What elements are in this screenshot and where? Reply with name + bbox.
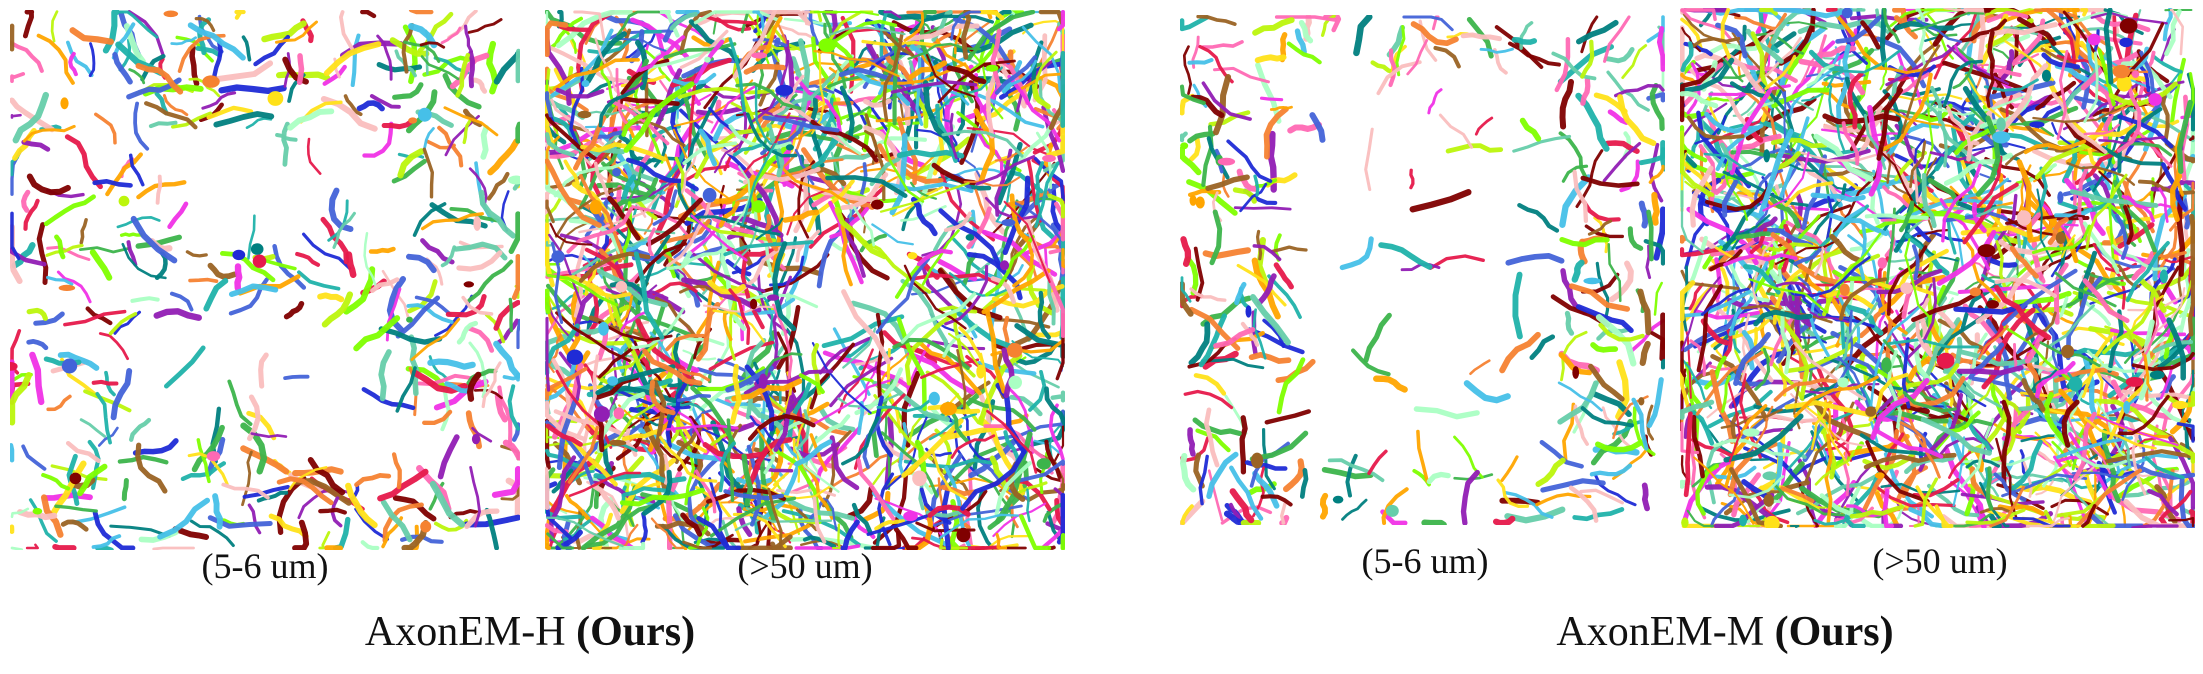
axonem-m-title: AxonEM-M (Ours) bbox=[1445, 608, 2005, 656]
axonem-h-sparse-render bbox=[10, 10, 520, 550]
axonem-h-title-text: AxonEM-H bbox=[364, 609, 566, 655]
axonem-h-title-ours: (Ours) bbox=[576, 609, 696, 655]
axonem-m-sparse-caption: (5-6 um) bbox=[1361, 541, 1489, 581]
axonem-m-sparse-render bbox=[1180, 15, 1665, 525]
axonem-h-dense-caption: (>50 um) bbox=[737, 546, 873, 586]
axonem-h-sparse-caption: (5-6 um) bbox=[201, 546, 329, 586]
axonem-m-title-ours: (Ours) bbox=[1774, 609, 1894, 655]
axonem-m-dense-caption: (>50 um) bbox=[1872, 541, 2008, 581]
axonem-m-title-text: AxonEM-M bbox=[1556, 609, 1765, 655]
axonem-m-dense-render bbox=[1680, 8, 2195, 528]
axonem-h-title: AxonEM-H (Ours) bbox=[250, 608, 810, 656]
axonem-h-dense-render bbox=[545, 10, 1065, 550]
